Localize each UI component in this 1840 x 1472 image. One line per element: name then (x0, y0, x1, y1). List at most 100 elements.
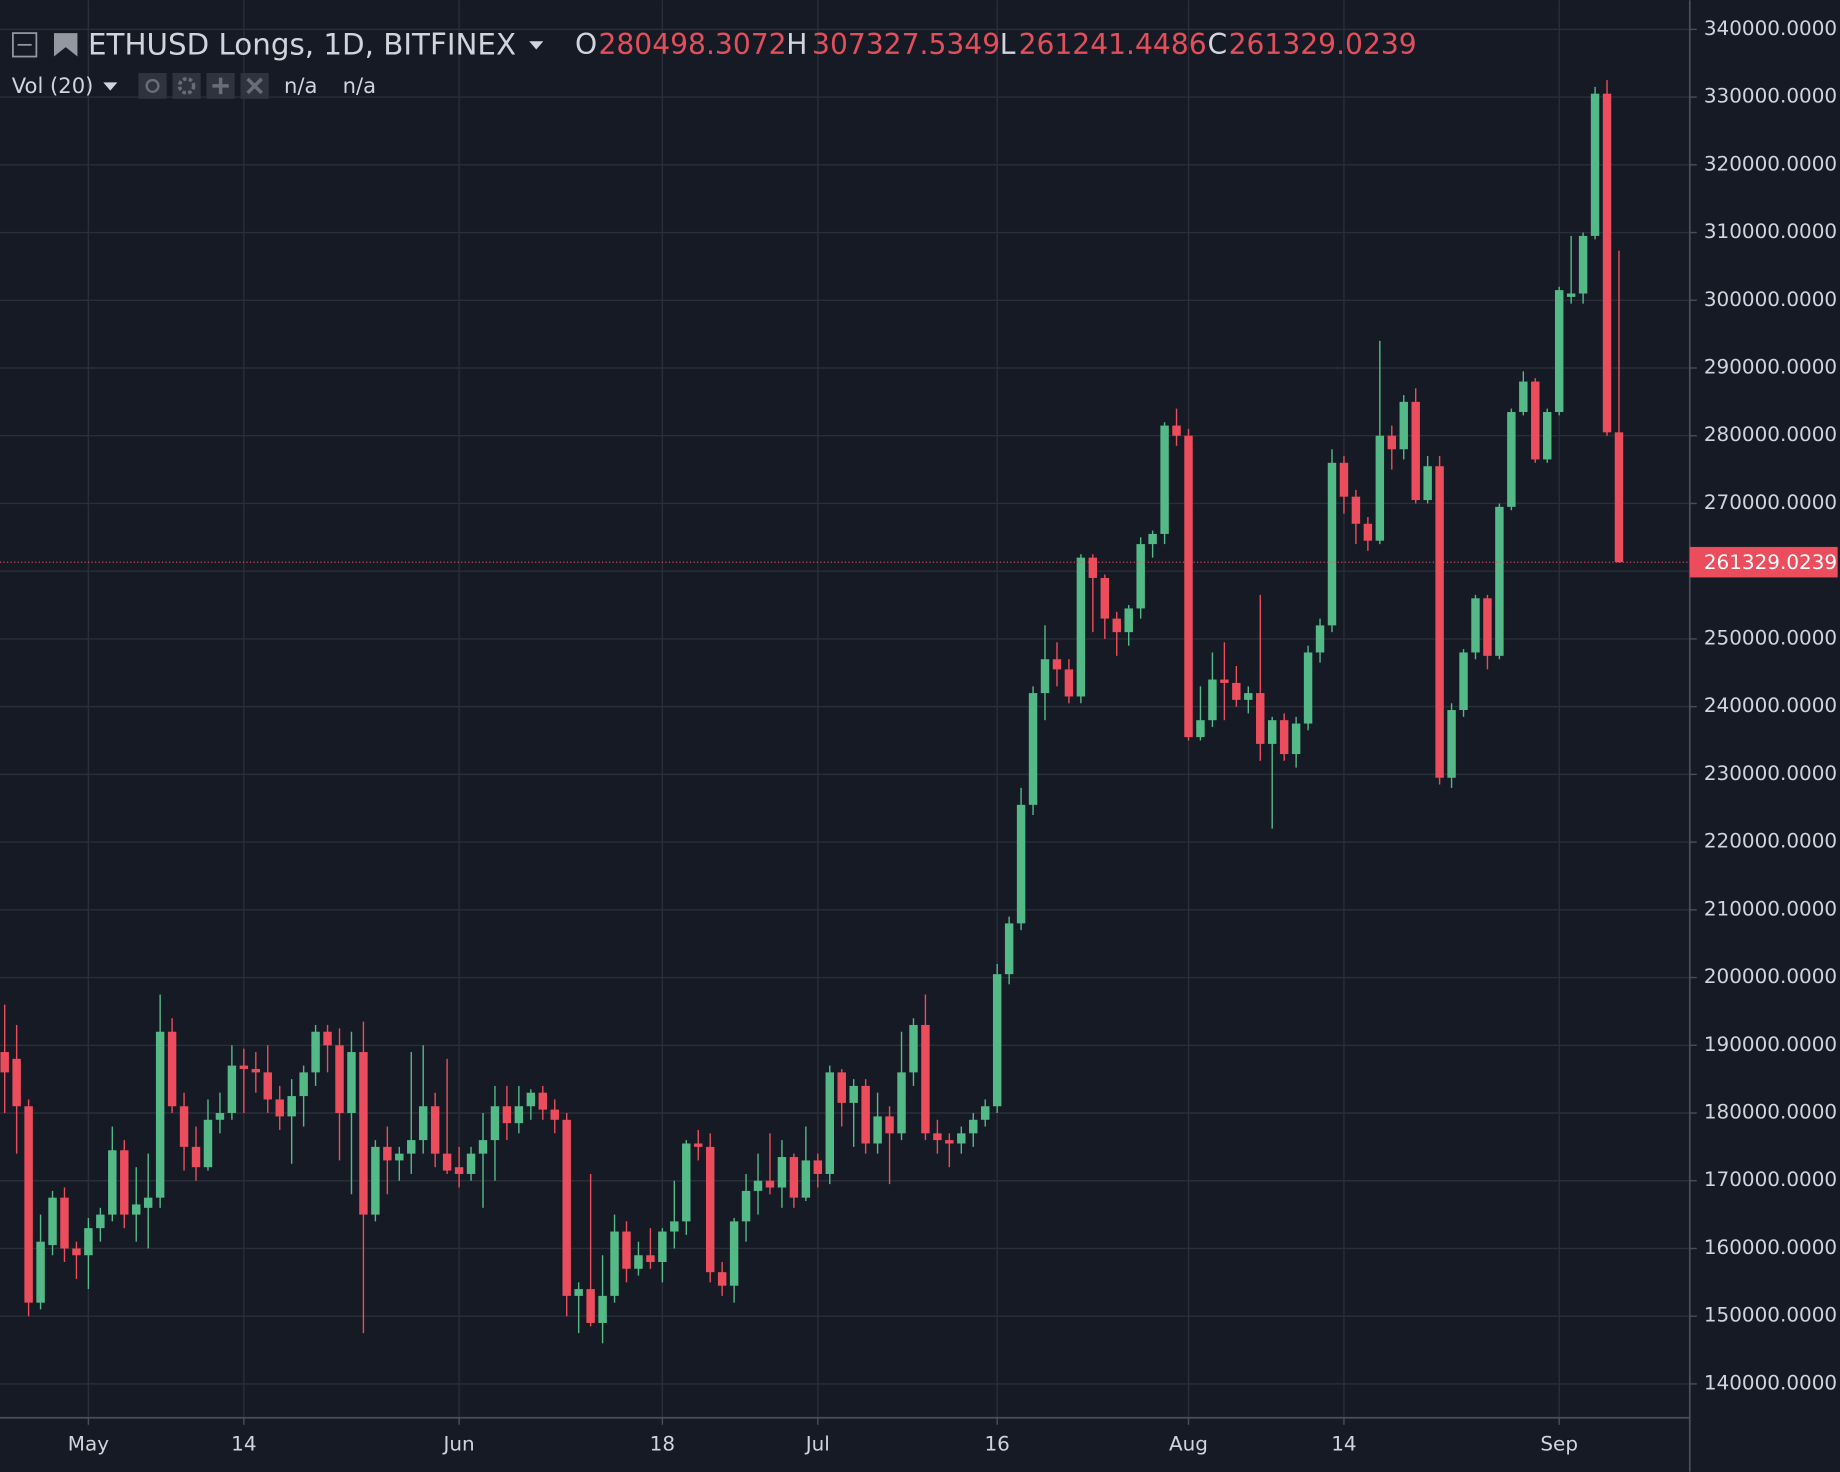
y-tick-label: 290000.0000 (1704, 354, 1837, 378)
y-tick-label: 170000.0000 (1704, 1167, 1837, 1191)
candle-body (765, 1180, 775, 1188)
candle-body (861, 1085, 870, 1144)
candle-body (873, 1116, 882, 1144)
candle-body (825, 1072, 834, 1174)
candle-body (1028, 693, 1038, 805)
symbol-dropdown[interactable] (529, 41, 544, 50)
y-tick-label: 150000.0000 (1704, 1303, 1837, 1327)
candle-body (980, 1106, 990, 1120)
x-tick-label: Jul (804, 1431, 830, 1455)
candle-body (837, 1072, 846, 1103)
candle-body (777, 1157, 787, 1188)
candle-body (1375, 435, 1385, 541)
ohlc-value: 261241.4486 (1019, 28, 1207, 61)
x-tick-label: 18 (650, 1431, 675, 1455)
candle-body (96, 1214, 105, 1229)
candle-body (1387, 435, 1397, 450)
candle-body (1136, 544, 1145, 609)
candle-body (1423, 466, 1432, 501)
y-tick-label: 220000.0000 (1704, 829, 1837, 853)
candle-body (1435, 466, 1444, 778)
candle-body (227, 1065, 237, 1114)
candle-body (646, 1255, 655, 1263)
candle-body (1124, 608, 1133, 633)
candle-body (538, 1092, 548, 1110)
candle-body (514, 1106, 524, 1124)
candle-body (1256, 693, 1265, 744)
settings-button[interactable] (172, 72, 201, 99)
candle-body (120, 1150, 129, 1215)
candle-body (502, 1106, 512, 1124)
candle-body (969, 1119, 978, 1134)
candle-body (143, 1197, 153, 1208)
candle-body (335, 1045, 344, 1114)
candle-body (562, 1119, 571, 1296)
candle-body (1459, 652, 1468, 711)
candle-body (586, 1289, 595, 1323)
candle-body (203, 1119, 213, 1168)
x-tick-label: Jun (442, 1431, 475, 1455)
candle-body (1590, 93, 1600, 236)
x-tick-label: Sep (1540, 1431, 1578, 1455)
x-tick-label: 14 (1331, 1431, 1356, 1455)
indicator-dropdown[interactable] (103, 82, 118, 91)
candle-body (478, 1140, 488, 1154)
candle-body (717, 1272, 727, 1286)
candle-body (909, 1024, 918, 1073)
candle-body (897, 1072, 906, 1134)
flag-icon[interactable] (53, 33, 78, 57)
candle-body (191, 1146, 201, 1168)
candle-body (1267, 720, 1277, 744)
candle-body (1578, 235, 1588, 294)
y-tick-label: 230000.0000 (1704, 761, 1837, 785)
symbol-title[interactable]: ETHUSD Longs, 1D, BITFINEX (88, 28, 516, 62)
candle-body (48, 1197, 57, 1246)
candle-body (1315, 625, 1325, 653)
candle-body (108, 1150, 117, 1215)
indicator-title[interactable]: Vol (20) (12, 73, 94, 98)
candle-body (430, 1106, 440, 1154)
y-tick-label: 250000.0000 (1704, 625, 1837, 649)
candle-body (1351, 496, 1361, 524)
candle-body (885, 1116, 894, 1134)
x-tick-label: 16 (984, 1431, 1009, 1455)
candle-body (1220, 679, 1229, 683)
legend-header: ETHUSD Longs, 1D, BITFINEX O 280498.3072… (12, 28, 1417, 99)
candle-body (1519, 381, 1528, 413)
candle-body (1554, 290, 1564, 413)
ohlc-key: H (786, 28, 807, 61)
x-tick-label: Aug (1169, 1431, 1208, 1455)
ohlc-key: C (1208, 28, 1228, 61)
candle-body (741, 1190, 751, 1222)
candle-body (1160, 425, 1169, 534)
candle-body (1507, 412, 1516, 507)
y-tick-label: 270000.0000 (1704, 490, 1837, 514)
candle-body (610, 1231, 619, 1296)
candle-body (1076, 557, 1086, 697)
ohlc-key: L (1000, 28, 1016, 61)
y-tick-label: 330000.0000 (1704, 84, 1837, 108)
collapse-icon[interactable] (12, 32, 38, 58)
last-price-label: 261329.0239 (1704, 550, 1837, 574)
candle-body (1291, 723, 1301, 755)
candle-body (24, 1106, 33, 1303)
y-tick-label: 190000.0000 (1704, 1032, 1837, 1056)
candle-body (1363, 523, 1373, 541)
candle-body (1232, 682, 1241, 700)
candle-body (1052, 659, 1062, 670)
y-tick-label: 180000.0000 (1704, 1100, 1837, 1124)
y-tick-label: 160000.0000 (1704, 1235, 1837, 1259)
candle-body (670, 1221, 679, 1232)
candle-body (418, 1106, 428, 1141)
y-tick-label: 140000.0000 (1704, 1370, 1837, 1394)
candle-body (311, 1031, 320, 1073)
candle-body (1172, 425, 1181, 436)
candle-body (992, 974, 1002, 1107)
candle-body (1531, 381, 1540, 460)
last-price-tag (1689, 546, 1838, 578)
candle-body (12, 1058, 21, 1107)
eye-button[interactable] (138, 72, 167, 99)
candle-body (1148, 533, 1157, 545)
candle-body (1303, 652, 1313, 724)
